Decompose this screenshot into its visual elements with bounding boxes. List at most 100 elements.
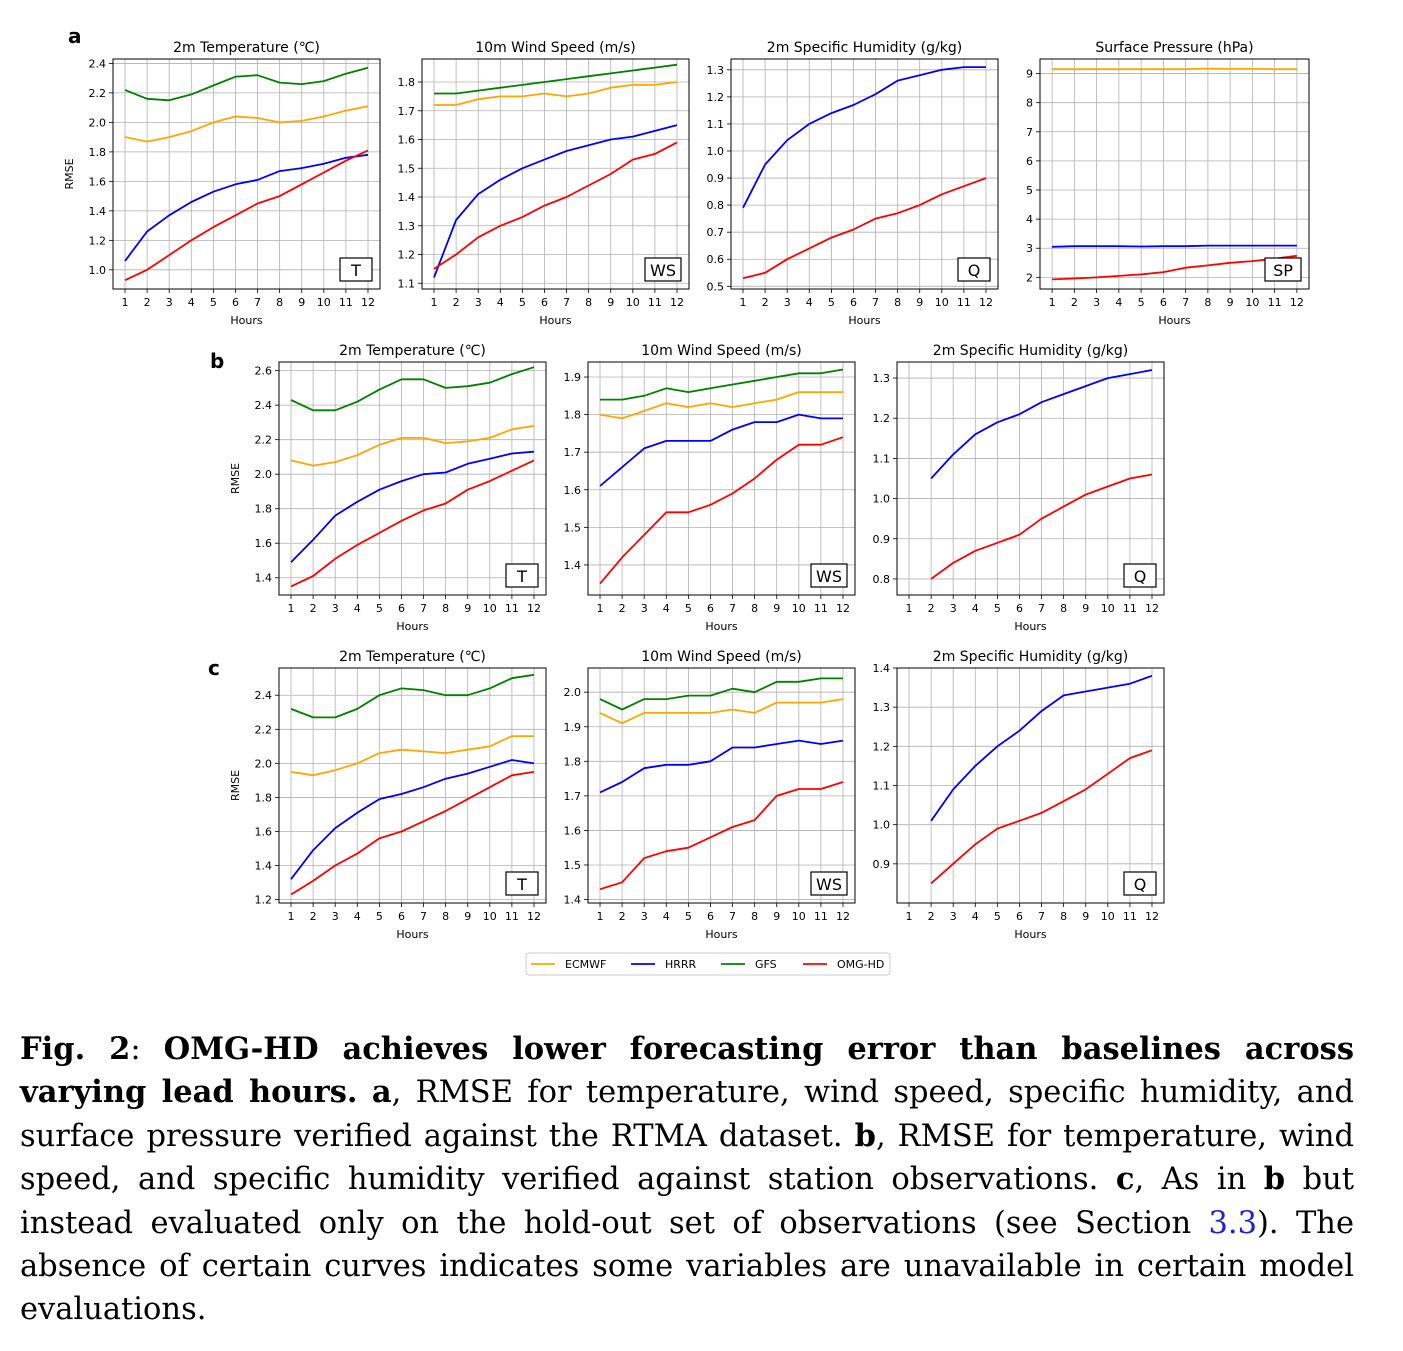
- variable-tag-box: [505, 871, 539, 896]
- x-axis-label: Hours: [705, 620, 737, 633]
- legend-label: ECMWF: [565, 958, 606, 971]
- x-tick-label: 9: [1082, 910, 1089, 923]
- y-tick-label: 1.2: [255, 894, 273, 907]
- y-tick-label: 1.5: [564, 521, 582, 534]
- series-line-hrrr: [742, 66, 986, 209]
- x-tick-label: 5: [376, 602, 383, 615]
- y-tick-label: 1.2: [398, 249, 416, 262]
- y-tick-label: 5: [1026, 184, 1033, 197]
- series-line-hrrr: [930, 369, 1153, 480]
- y-tick-label: 2.0: [255, 468, 273, 481]
- caption-text-c3: ). The absence of certain curves indicat…: [20, 1205, 1354, 1328]
- chart-b-7: 1 2 3 4 5 6 7 8 9 10 11 120.80.91.01.11.21.32m Spec…: [873, 343, 1165, 633]
- chart-title: 10m Wind Speed (m/s): [475, 40, 635, 56]
- x-tick-label: 7: [420, 910, 427, 923]
- x-tick-label: 3: [166, 296, 173, 309]
- x-tick-label: 7: [729, 910, 736, 923]
- x-axis-label: Hours: [230, 314, 262, 327]
- x-tick-label: 3: [950, 910, 957, 923]
- y-tick-label: 2.6: [255, 365, 273, 378]
- y-axis-label: RMSE: [63, 158, 76, 189]
- y-tick-label: 4: [1026, 213, 1033, 226]
- y-tick-label: 1.4: [255, 860, 273, 873]
- y-tick-label: 1.4: [564, 559, 582, 572]
- y-tick-label: 1.4: [873, 662, 891, 675]
- x-tick-label: 6: [707, 602, 714, 615]
- y-tick-label: 1.2: [873, 740, 891, 753]
- x-tick-label: 11: [648, 296, 662, 309]
- legend: ECMWF HRRR GFS OMG-HD: [525, 952, 891, 976]
- series-line-gfs: [290, 366, 535, 412]
- caption-ref-b: b: [1263, 1161, 1286, 1198]
- y-tick-label: 1.6: [398, 134, 416, 147]
- chart-title: 2m Temperature (℃): [173, 40, 320, 56]
- x-tick-label: 2: [310, 910, 317, 923]
- figure-caption: Fig. 2: OMG-HD achieves lower forecastin…: [20, 1028, 1354, 1332]
- x-tick-label: 6: [850, 296, 857, 309]
- x-tick-label: 5: [376, 910, 383, 923]
- x-axis-label: Hours: [705, 928, 737, 941]
- section-link[interactable]: 3.3: [1208, 1205, 1257, 1241]
- chart-a-1: 1 2 3 4 5 6 7 8 9 10 11 121.01.21.41.61.82.02.22.42…: [63, 40, 381, 327]
- series-line-hrrr: [290, 450, 535, 563]
- variable-tag: T: [516, 875, 527, 894]
- y-tick-label: 2.2: [255, 434, 273, 447]
- y-tick-label: 1.3: [873, 372, 891, 385]
- y-tick-label: 0.9: [873, 858, 891, 871]
- x-tick-label: 1: [740, 296, 747, 309]
- x-tick-label: 10: [792, 910, 806, 923]
- x-tick-label: 10: [1101, 602, 1115, 615]
- y-tick-label: 1.9: [564, 371, 582, 384]
- y-tick-label: 8: [1026, 97, 1033, 110]
- chart-title: 2m Temperature (℃): [339, 649, 486, 665]
- variable-tag-box: [810, 563, 848, 588]
- series-line-gfs: [599, 677, 843, 711]
- series-line-omg-hd: [742, 177, 987, 280]
- x-tick-label: 12: [1145, 910, 1159, 923]
- x-tick-label: 12: [527, 602, 541, 615]
- x-tick-label: 6: [707, 910, 714, 923]
- x-tick-label: 11: [814, 910, 828, 923]
- x-tick-label: 11: [814, 602, 828, 615]
- x-tick-label: 11: [957, 296, 971, 309]
- x-tick-label: 5: [994, 602, 1001, 615]
- series-line-ecmwf: [1052, 67, 1297, 71]
- x-tick-label: 12: [1290, 296, 1304, 309]
- legend-label: HRRR: [665, 958, 697, 971]
- y-tick-label: 1.6: [89, 175, 107, 188]
- series-line-ecmwf: [124, 105, 369, 143]
- y-tick-label: 1.8: [255, 503, 273, 516]
- x-tick-label: 3: [641, 910, 648, 923]
- x-tick-label: 8: [442, 910, 449, 923]
- x-tick-label: 4: [354, 910, 361, 923]
- caption-letter-c: c: [1115, 1161, 1135, 1198]
- variable-tag: WS: [650, 261, 676, 280]
- y-tick-label: 6: [1026, 155, 1033, 168]
- legend-frame: [525, 952, 891, 976]
- x-tick-label: 10: [483, 602, 497, 615]
- x-tick-label: 1: [906, 910, 913, 923]
- x-tick-label: 2: [1071, 296, 1078, 309]
- y-tick-label: 1.1: [398, 277, 416, 290]
- x-tick-label: 10: [935, 296, 949, 309]
- x-tick-label: 9: [464, 602, 471, 615]
- y-tick-label: 0.9: [707, 172, 725, 185]
- chart-b-5: 1 2 3 4 5 6 7 8 9 10 11 121.41.61.82.02.22.42.62m T…: [229, 343, 547, 633]
- x-tick-label: 4: [497, 296, 504, 309]
- x-tick-label: 7: [420, 602, 427, 615]
- series-line-hrrr: [930, 674, 1153, 822]
- x-axis-label: Hours: [1014, 620, 1046, 633]
- variable-tag: T: [516, 567, 527, 586]
- chart-area: 1 2 3 4 5 6 7 8 9 10 11 121.01.21.41.61.82.02.22.42…: [63, 40, 1310, 941]
- x-tick-label: 6: [1016, 910, 1023, 923]
- x-tick-label: 12: [1145, 602, 1159, 615]
- y-tick-label: 2.0: [89, 116, 107, 129]
- y-tick-label: 1.2: [89, 234, 107, 247]
- variable-tag: Q: [1134, 567, 1147, 586]
- x-tick-label: 1: [288, 910, 295, 923]
- x-axis-label: Hours: [1158, 314, 1190, 327]
- plot-frame: [730, 58, 999, 290]
- y-tick-label: 0.8: [707, 199, 725, 212]
- series-line-gfs: [434, 63, 678, 95]
- x-tick-label: 8: [1060, 910, 1067, 923]
